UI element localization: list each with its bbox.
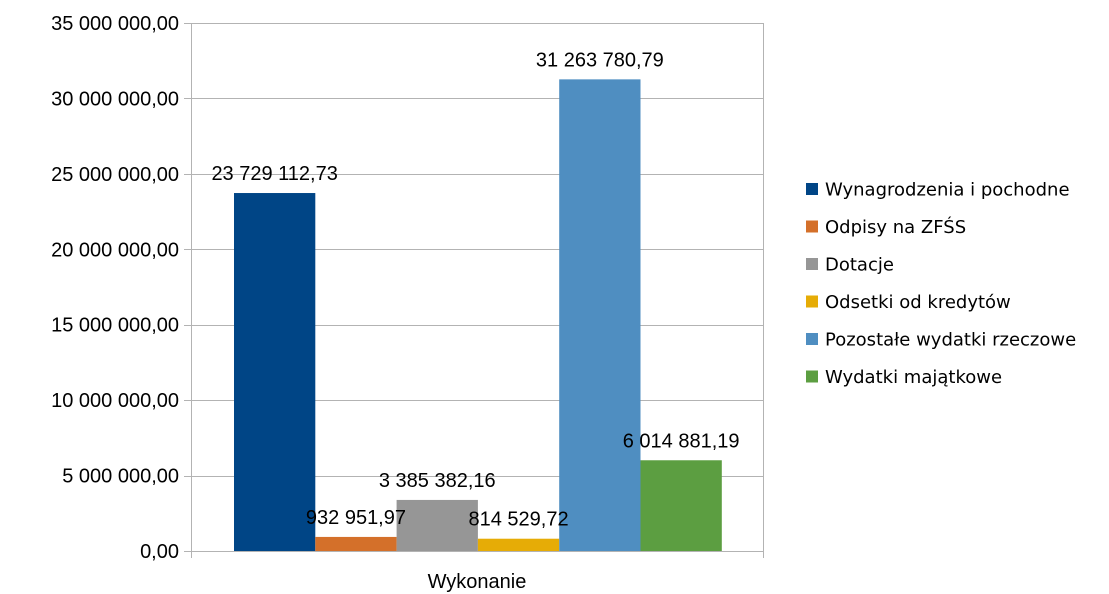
- bar: [315, 536, 397, 551]
- data-label: 814 529,72: [468, 509, 568, 531]
- legend-swatch: [806, 295, 818, 308]
- legend-swatch: [806, 258, 818, 270]
- legend-label: Odsetki od kredytów: [825, 292, 1011, 313]
- y-tick-label: 15 000 000,00: [51, 315, 179, 337]
- y-tick-label: 0,00: [140, 541, 179, 563]
- data-label: 3 385 382,16: [379, 470, 496, 492]
- bar: [559, 79, 641, 552]
- axes: 0,00 5 000 000,00 10 000 000,00 15 000 000,…: [51, 13, 526, 593]
- bar: [234, 193, 316, 551]
- bar: [477, 538, 560, 551]
- legend-swatch: [806, 220, 818, 233]
- legend-swatch: [806, 183, 818, 195]
- y-tick-label: 30 000 000,00: [51, 88, 179, 110]
- x-category-label: Wykonanie: [428, 571, 527, 593]
- data-labels: 23 729 112,73 932 951,97 3 385 382,16 814 5…: [211, 49, 739, 530]
- bars: [234, 79, 722, 552]
- legend-label: Odpisy na ZFŚS: [825, 216, 966, 238]
- data-label: 932 951,97: [306, 507, 406, 529]
- data-label: 31 263 780,79: [536, 49, 664, 71]
- legend: Wynagrodzenia i pochodne Odpisy na ZFŚS Do…: [806, 180, 1076, 388]
- legend-swatch: [806, 333, 818, 345]
- data-label: 23 729 112,73: [211, 163, 337, 185]
- bar: [640, 460, 722, 551]
- legend-label: Wydatki majątkowe: [825, 367, 1002, 388]
- legend-label: Pozostałe wydatki rzeczowe: [825, 330, 1076, 351]
- y-tick-label: 5 000 000,00: [62, 466, 179, 488]
- bar: [396, 499, 478, 551]
- legend-label: Dotacje: [825, 255, 894, 276]
- y-tick-label: 20 000 000,00: [51, 239, 179, 261]
- y-tick-label: 10 000 000,00: [51, 390, 179, 412]
- legend-label: Wynagrodzenia i pochodne: [825, 180, 1070, 201]
- y-tick-label: 35 000 000,00: [51, 13, 179, 35]
- y-tick-label: 25 000 000,00: [51, 164, 179, 186]
- data-label: 6 014 881,19: [623, 430, 740, 452]
- legend-swatch: [806, 370, 818, 383]
